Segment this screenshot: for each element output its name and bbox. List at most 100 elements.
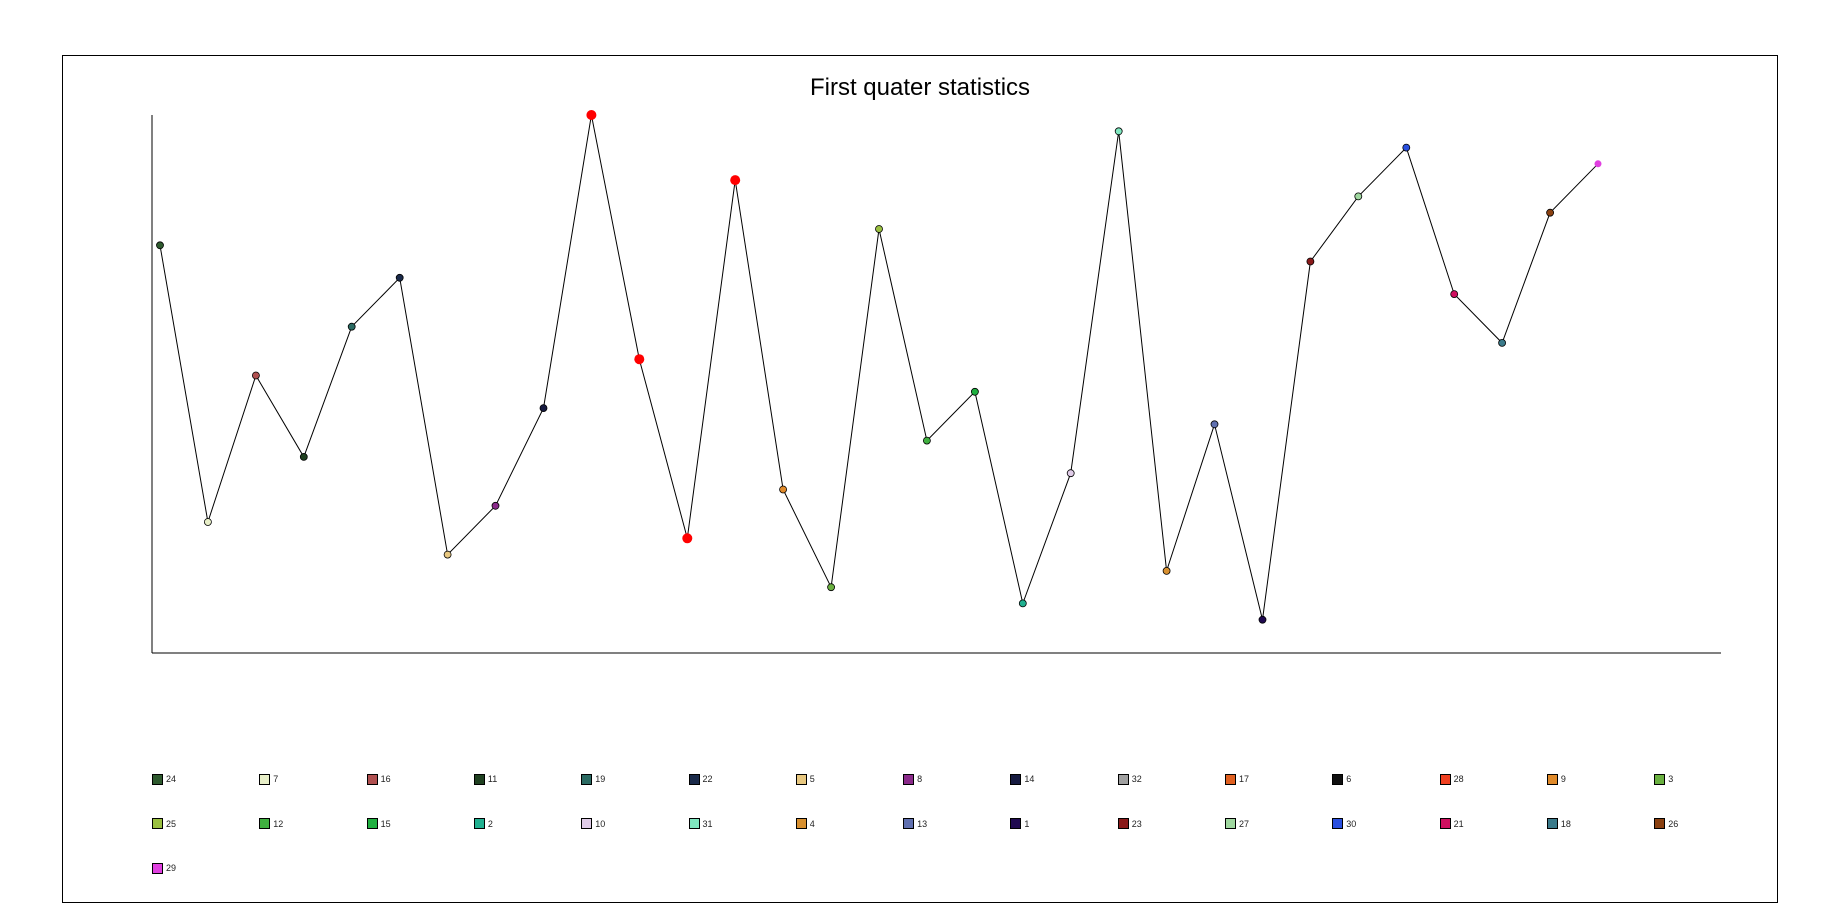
legend-label: 6 xyxy=(1346,774,1352,784)
legend-item-16[interactable]: 16 xyxy=(366,772,391,786)
data-point-27[interactable] xyxy=(1354,192,1363,201)
legend-swatch xyxy=(1225,773,1236,785)
legend-label: 3 xyxy=(1668,774,1674,784)
legend-label: 32 xyxy=(1131,774,1142,784)
data-point-19[interactable] xyxy=(347,322,356,331)
legend-item-9[interactable]: 9 xyxy=(1546,772,1566,786)
legend-swatch xyxy=(1654,818,1666,829)
data-point-18[interactable] xyxy=(1498,338,1506,347)
legend-swatch xyxy=(688,773,700,785)
legend-item-13[interactable]: 13 xyxy=(903,817,927,831)
legend-item-3[interactable]: 3 xyxy=(1654,772,1673,786)
legend-label: 4 xyxy=(809,818,815,829)
legend-item-27[interactable]: 27 xyxy=(1225,817,1249,831)
legend-item-24[interactable]: 24 xyxy=(152,772,176,786)
data-point-4[interactable] xyxy=(1162,567,1171,575)
legend-label: 11 xyxy=(487,774,498,784)
legend-item-19[interactable]: 19 xyxy=(581,772,605,786)
data-point-30[interactable] xyxy=(1402,143,1411,152)
legend-item-21[interactable]: 21 xyxy=(1439,817,1464,831)
data-point-14[interactable] xyxy=(539,404,548,413)
data-point-13[interactable] xyxy=(1210,420,1219,429)
data-point-12[interactable] xyxy=(923,436,931,445)
legend-item-29[interactable]: 29 xyxy=(152,861,176,875)
legend-label: 21 xyxy=(1453,818,1464,829)
legend-item-7[interactable]: 7 xyxy=(259,772,278,786)
legend-label: 26 xyxy=(1668,818,1679,829)
legend-item-18[interactable]: 18 xyxy=(1546,817,1571,831)
data-point-9[interactable] xyxy=(779,485,787,494)
legend-item-30[interactable]: 30 xyxy=(1332,817,1356,831)
data-point-24[interactable] xyxy=(156,241,164,250)
legend-item-31[interactable]: 31 xyxy=(688,817,713,831)
data-point-6[interactable] xyxy=(682,533,693,544)
legend-label: 5 xyxy=(809,774,815,784)
data-point-26[interactable] xyxy=(1546,208,1554,217)
legend-label: 15 xyxy=(380,818,391,829)
legend-label: 8 xyxy=(917,774,923,784)
data-point-29[interactable] xyxy=(1594,160,1602,168)
data-point-15[interactable] xyxy=(971,387,979,396)
legend-swatch xyxy=(1117,818,1129,829)
data-point-10[interactable] xyxy=(1066,469,1075,478)
data-point-28[interactable] xyxy=(730,175,741,186)
legend-swatch xyxy=(1117,773,1129,785)
legend-item-15[interactable]: 15 xyxy=(366,817,391,831)
legend-swatch xyxy=(1546,818,1558,829)
legend-item-4[interactable]: 4 xyxy=(795,817,815,831)
legend-swatch xyxy=(1332,773,1344,785)
legend-item-14[interactable]: 14 xyxy=(1010,772,1034,786)
legend-label: 29 xyxy=(166,863,177,873)
series-line xyxy=(159,114,1599,620)
data-point-31[interactable] xyxy=(1114,127,1123,136)
legend-label: 2 xyxy=(487,818,493,829)
data-point-23[interactable] xyxy=(1306,257,1315,266)
data-point-2[interactable] xyxy=(1018,599,1027,608)
legend-item-5[interactable]: 5 xyxy=(795,772,815,786)
legend-label: 27 xyxy=(1239,818,1250,829)
legend-item-22[interactable]: 22 xyxy=(688,772,713,786)
legend-item-23[interactable]: 23 xyxy=(1117,817,1142,831)
legend-label: 7 xyxy=(273,774,279,784)
legend-swatch xyxy=(1654,773,1666,785)
data-point-17[interactable] xyxy=(634,354,645,365)
legend-swatch xyxy=(1010,773,1022,785)
legend-item-1[interactable]: 1 xyxy=(1010,817,1029,831)
legend-label: 1 xyxy=(1024,818,1030,829)
legend-item-32[interactable]: 32 xyxy=(1117,772,1142,786)
legend-swatch xyxy=(366,818,378,829)
legend-item-2[interactable]: 2 xyxy=(473,817,493,831)
plot-area xyxy=(151,110,1721,654)
legend-swatch xyxy=(259,818,271,829)
legend-item-8[interactable]: 8 xyxy=(903,772,922,786)
legend-item-28[interactable]: 28 xyxy=(1439,772,1464,786)
data-point-5[interactable] xyxy=(443,550,452,559)
data-point-32[interactable] xyxy=(586,110,597,120)
legend-item-10[interactable]: 10 xyxy=(581,817,605,831)
data-point-11[interactable] xyxy=(299,452,308,461)
legend-item-25[interactable]: 25 xyxy=(152,817,176,831)
legend-label: 9 xyxy=(1560,774,1566,784)
legend-item-26[interactable]: 26 xyxy=(1654,817,1678,831)
legend-label: 28 xyxy=(1453,774,1464,784)
data-point-3[interactable] xyxy=(827,583,835,592)
legend-swatch xyxy=(366,773,378,785)
legend-item-11[interactable]: 11 xyxy=(473,772,498,786)
legend-item-17[interactable]: 17 xyxy=(1225,772,1249,786)
legend-label: 19 xyxy=(595,774,606,784)
data-point-21[interactable] xyxy=(1450,290,1459,299)
legend-label: 17 xyxy=(1239,774,1250,784)
legend-label: 22 xyxy=(702,774,713,784)
data-point-8[interactable] xyxy=(491,501,500,510)
data-point-22[interactable] xyxy=(395,273,404,282)
legend-swatch xyxy=(795,818,807,829)
data-point-16[interactable] xyxy=(251,371,260,380)
legend-swatch xyxy=(688,818,700,829)
data-point-1[interactable] xyxy=(1258,615,1267,624)
data-point-7[interactable] xyxy=(203,518,212,526)
data-point-25[interactable] xyxy=(875,225,883,233)
legend-item-12[interactable]: 12 xyxy=(259,817,283,831)
legend-swatch xyxy=(152,862,163,874)
legend-swatch xyxy=(1439,818,1451,829)
legend-item-6[interactable]: 6 xyxy=(1332,772,1351,786)
